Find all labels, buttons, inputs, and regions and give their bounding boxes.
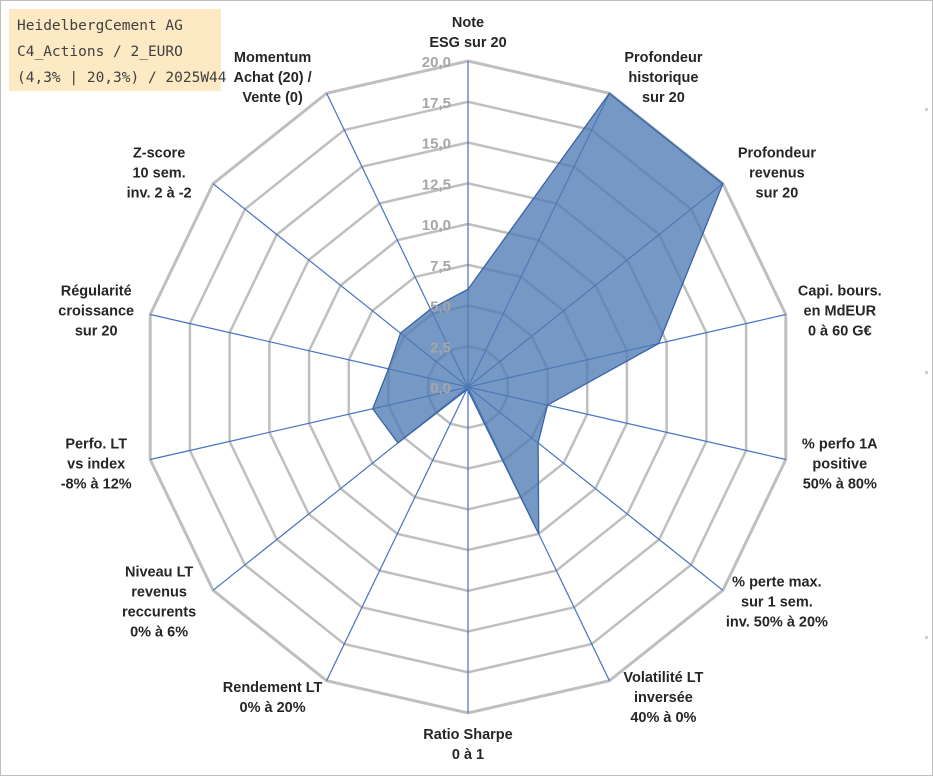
axis-label-line: Capi. bours. — [798, 284, 882, 300]
axis-label-line: Z-score — [133, 146, 185, 162]
axis-label-line: inv. 2 à -2 — [127, 186, 192, 202]
axis-label-line: Volatilité LT — [623, 670, 703, 686]
axis-label-line: Ratio Sharpe — [423, 727, 512, 743]
axis-label-line: 10 sem. — [132, 166, 185, 182]
axis-label-line: croissance — [58, 304, 134, 320]
axis-label-line: Régularité — [61, 284, 132, 300]
axis-label-line: Momentum — [234, 50, 311, 66]
axis-label-line: Niveau LT — [125, 565, 193, 581]
axis-label-line: revenus — [749, 166, 805, 182]
axis-label: Volatilité LT inversée 40% à 0% — [623, 670, 703, 726]
axis-label: Ratio Sharpe 0 à 1 — [423, 727, 512, 763]
axis-label-line: ESG sur 20 — [429, 35, 506, 51]
axis-label-line: -8% à 12% — [61, 477, 132, 493]
axis-label-line: sur 20 — [75, 324, 118, 340]
axis-label-line: sur 20 — [756, 186, 799, 202]
axis-label: Note ESG sur 20 — [429, 15, 506, 51]
axis-label-line: vs index — [67, 457, 125, 473]
axis-label-line: 0 à 1 — [452, 747, 484, 763]
axis-label-line: 0 à 60 G€ — [808, 324, 872, 340]
axis-label: Z-score 10 sem. inv. 2 à -2 — [127, 146, 192, 202]
edge-marker — [925, 371, 928, 374]
axis-label-line: Vente (0) — [242, 90, 303, 106]
axis-label-line: Achat (20) / — [234, 70, 312, 86]
axis-label-line: sur 20 — [642, 90, 685, 106]
radar-series — [371, 92, 724, 535]
axis-label: Rendement LT 0% à 20% — [223, 680, 323, 716]
axis-label: % perfo 1A positive 50% à 80% — [802, 437, 878, 493]
tick-label: 5,0 — [430, 299, 451, 316]
edge-marker — [925, 636, 928, 639]
axis-label-line: Rendement LT — [223, 680, 323, 696]
axis-label-line: 50% à 80% — [803, 477, 877, 493]
axis-label: Momentum Achat (20) / Vente (0) — [234, 50, 312, 106]
axis-label: Perfo. LT vs index -8% à 12% — [61, 437, 132, 493]
axis-label-line: 0% à 6% — [130, 625, 188, 641]
series-area — [371, 92, 724, 535]
edge-marker — [925, 108, 928, 111]
axis-label-line: inversée — [634, 690, 693, 706]
axis-label: Capi. bours. en MdEUR 0 à 60 G€ — [798, 284, 882, 340]
axis-spoke — [326, 386, 469, 681]
info-line-category: C4_Actions / 2_EURO — [17, 44, 183, 60]
radar-tick-labels: 0,0 2,5 5,0 7,5 10,0 12,5 15,0 17,5 20,0 — [422, 54, 451, 397]
axis-label-line: inv. 50% à 20% — [726, 615, 828, 631]
info-line-period: (4,3% | 20,3%) / 2025W44 — [17, 70, 227, 86]
tick-label: 7,5 — [430, 258, 451, 275]
tick-label: 15,0 — [422, 136, 451, 153]
axis-label-line: % perte max. — [732, 575, 821, 591]
axis-label-line: Profondeur — [624, 50, 702, 66]
radar-axis-labels: Note ESG sur 20 Profondeur historique sur 20… — [58, 15, 881, 763]
axis-label-line: historique — [628, 70, 698, 86]
axis-label-line: Note — [452, 15, 484, 31]
axis-label: % perte max. sur 1 sem. inv. 50% à 20% — [726, 575, 828, 631]
tick-label: 0,0 — [430, 380, 451, 397]
tick-label: 17,5 — [422, 95, 451, 112]
axis-label: Régularité croissance sur 20 — [58, 284, 134, 340]
tick-label: 2,5 — [430, 339, 451, 356]
tick-label: 20,0 — [422, 54, 451, 71]
axis-label-line: Perfo. LT — [65, 437, 127, 453]
axis-label: Profondeur revenus sur 20 — [738, 146, 816, 202]
tick-label: 12,5 — [422, 176, 451, 193]
info-box: HeidelbergCement AG C4_Actions / 2_EURO … — [9, 9, 227, 91]
axis-label-line: Profondeur — [738, 146, 816, 162]
axis-label-line: sur 1 sem. — [741, 595, 813, 611]
axis-label-line: reccurents — [122, 605, 196, 621]
axis-label: Profondeur historique sur 20 — [624, 50, 702, 106]
axis-label-line: 40% à 0% — [630, 710, 696, 726]
axis-label: Niveau LT revenus reccurents 0% à 6% — [122, 565, 196, 641]
axis-label-line: % perfo 1A — [802, 437, 878, 453]
info-line-company: HeidelbergCement AG — [17, 18, 183, 34]
axis-label-line: 0% à 20% — [240, 700, 306, 716]
axis-label-line: en MdEUR — [804, 304, 877, 320]
axis-label-line: revenus — [131, 585, 187, 601]
axis-label-line: positive — [812, 457, 867, 473]
tick-label: 10,0 — [422, 217, 451, 234]
